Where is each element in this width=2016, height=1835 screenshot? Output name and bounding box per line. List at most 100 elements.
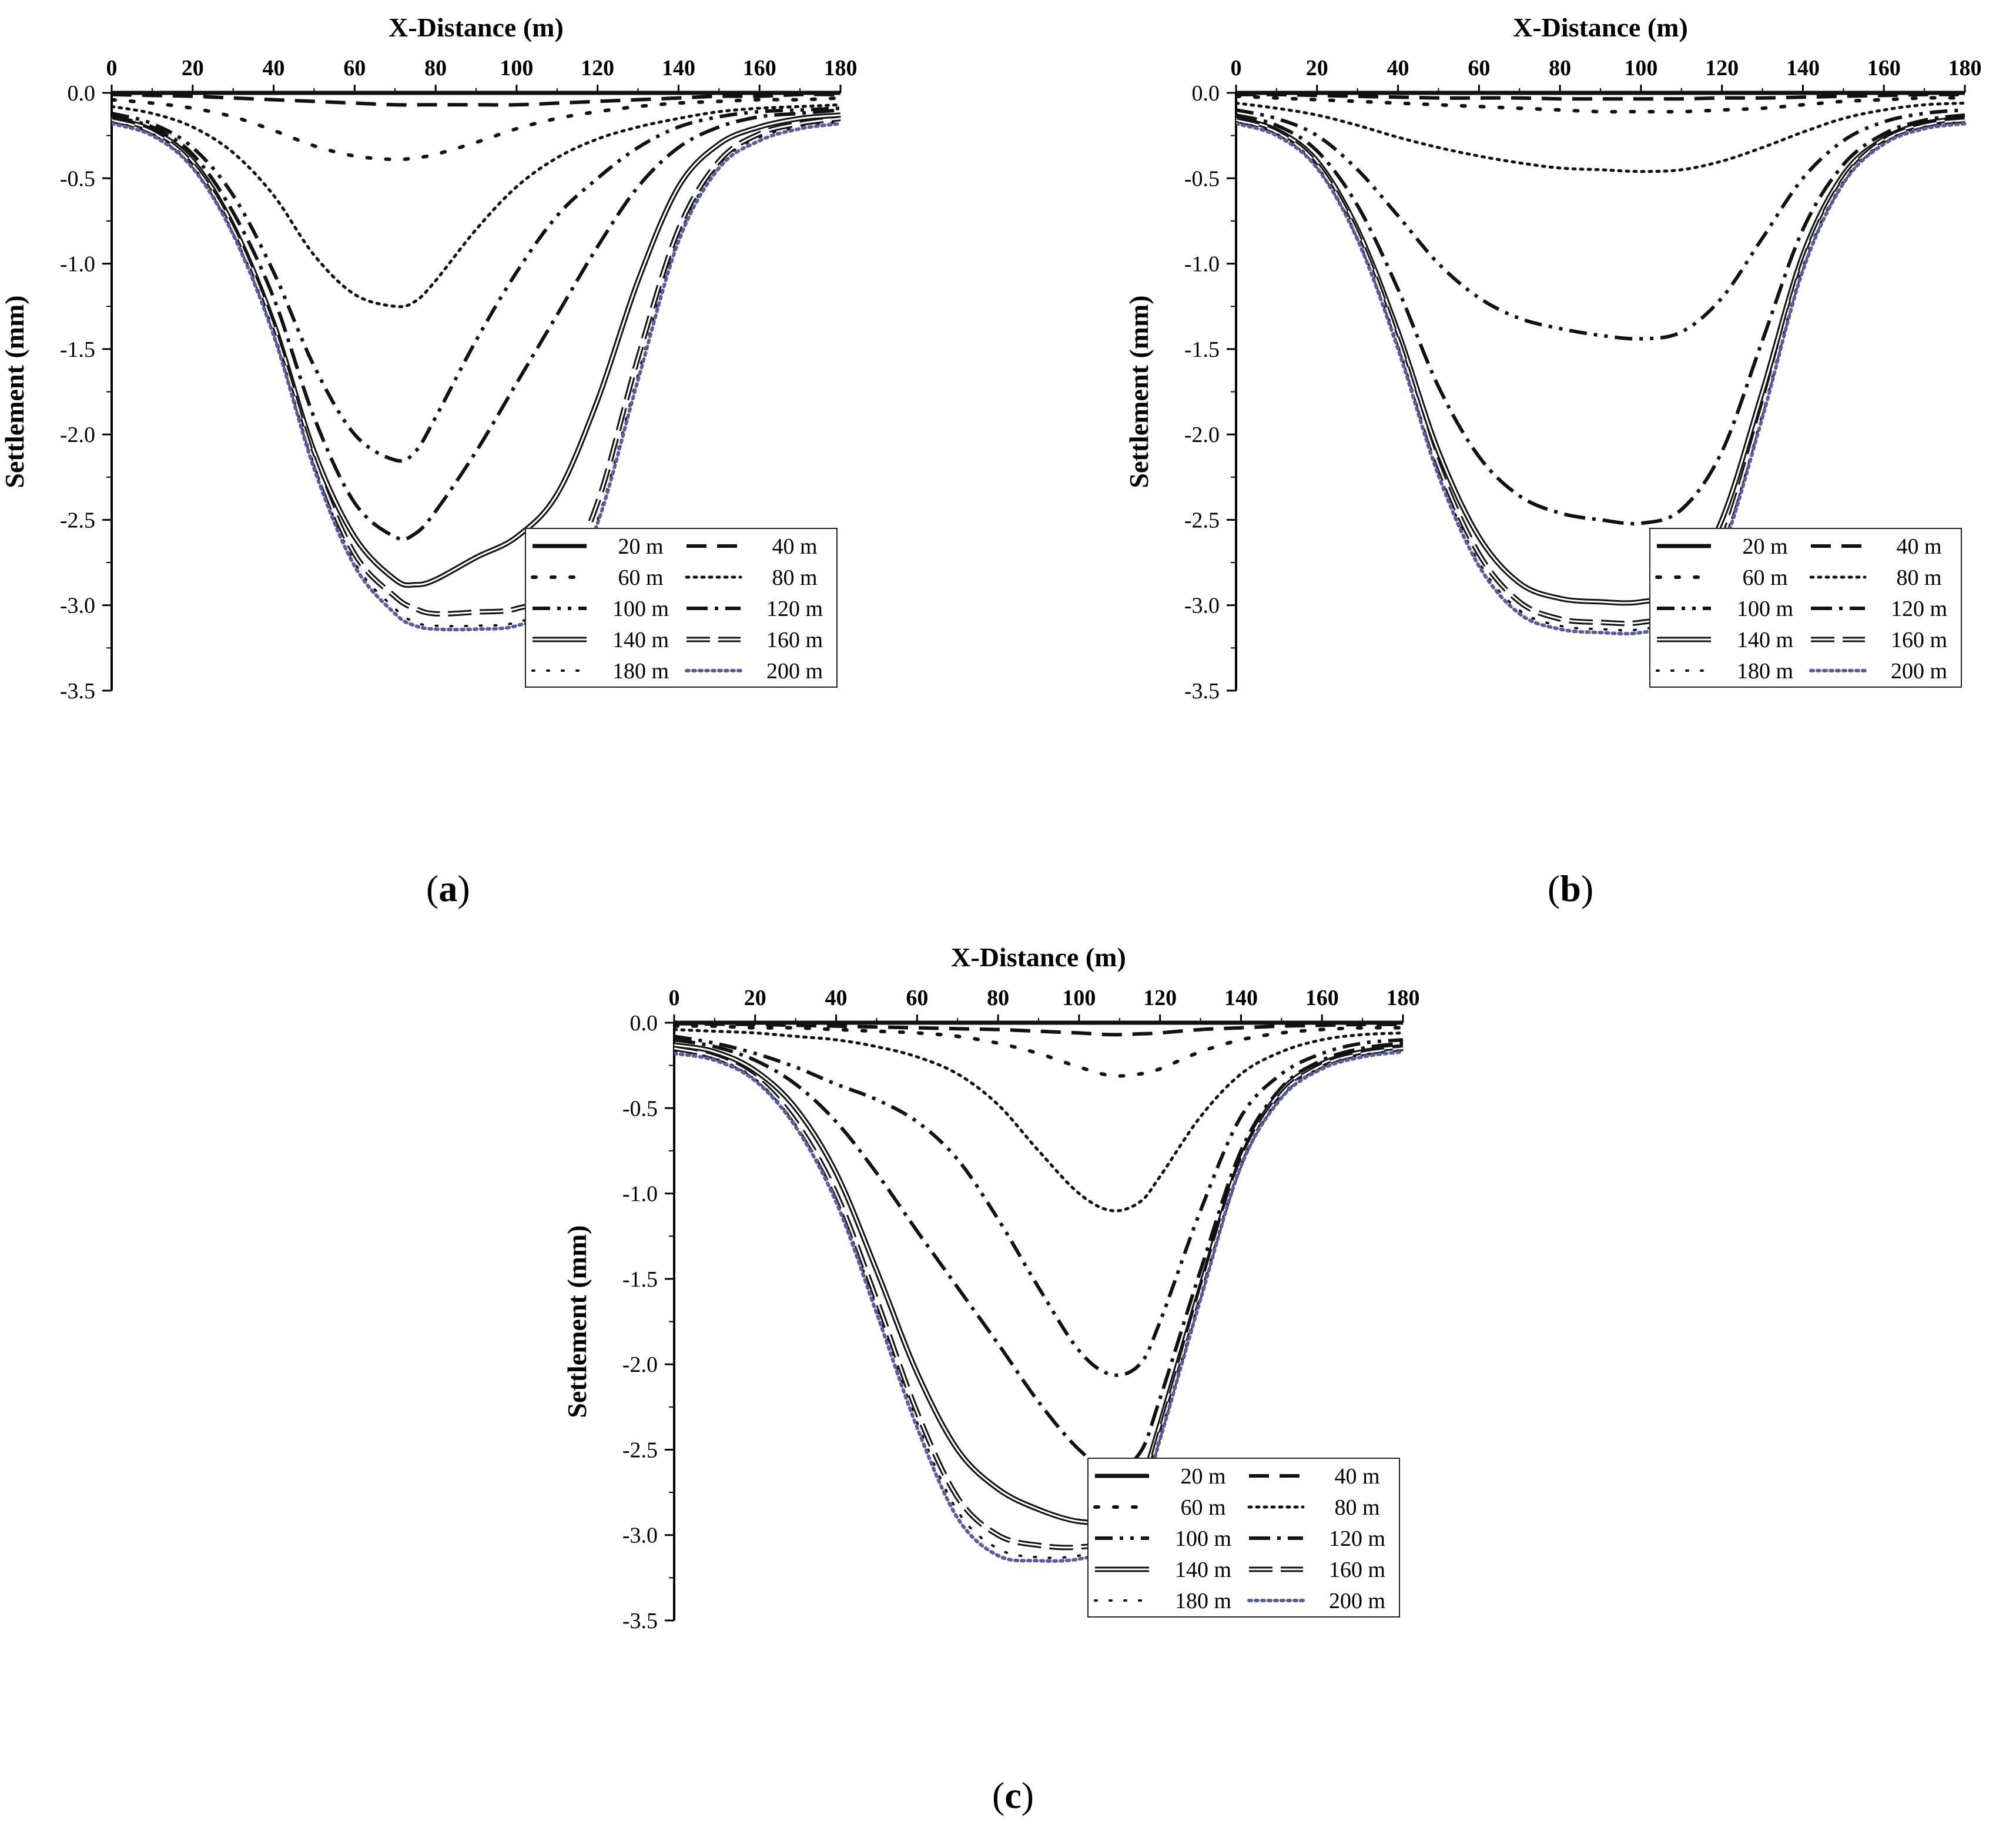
legend-label: 160 m — [1329, 1558, 1385, 1582]
legend-box — [1087, 1458, 1400, 1618]
legend-label: 40 m — [772, 534, 817, 559]
legend-label: 140 m — [612, 628, 669, 652]
y-tick-label: -3.0 — [622, 1523, 658, 1548]
legend-box — [1649, 528, 1962, 688]
x-tick-label: 180 — [1948, 56, 1982, 81]
series-line-100m — [674, 1034, 1404, 1377]
series-line-200m — [1236, 122, 1967, 636]
y-tick-label: 0.0 — [1192, 81, 1220, 106]
legend-label: 80 m — [772, 565, 817, 590]
y-tick-label: -1.5 — [622, 1267, 658, 1292]
x-tick-label: 80 — [424, 56, 447, 81]
legend-label: 180 m — [612, 659, 669, 684]
series-line-40m — [1236, 92, 1965, 101]
series-lines — [674, 1020, 1405, 1563]
legend-label: 20 m — [618, 534, 663, 559]
y-tick-label: -3.5 — [1184, 679, 1220, 704]
series-line-40m — [112, 92, 841, 107]
x-tick-label: 140 — [662, 56, 695, 81]
series-line-100m — [1236, 108, 1965, 341]
legend-label: 60 m — [1180, 1495, 1225, 1520]
x-tick-label: 0 — [669, 986, 680, 1010]
legend-label: 140 m — [1737, 628, 1793, 652]
series-line-60m — [674, 1024, 1405, 1078]
y-tick-label: -3.5 — [60, 679, 95, 704]
x-tick-label: 100 — [1624, 56, 1657, 81]
series-line-200m — [112, 122, 842, 632]
x-tick-label: 20 — [744, 986, 766, 1010]
y-tick-label: 0.0 — [68, 81, 96, 106]
series-line-80m — [674, 1028, 1405, 1213]
y-tick-label: -2.5 — [622, 1438, 658, 1462]
y-axis-title: Settlement (mm) — [562, 1225, 592, 1418]
legend-label: 100 m — [1737, 597, 1793, 621]
y-tick-label: -3.0 — [60, 594, 95, 618]
series-line-60m — [1236, 94, 1967, 114]
x-tick-label: 40 — [263, 56, 285, 81]
x-tick-label: 40 — [1387, 56, 1409, 81]
y-tick-label: -0.5 — [622, 1096, 658, 1121]
x-tick-label: 160 — [1305, 986, 1339, 1010]
chart-panel-c: X-Distance (m) Settlement (mm) 0 20 40 60 80 10… — [562, 942, 1420, 1633]
panel-label-c: (c) — [992, 1774, 1034, 1816]
x-tick-label: 140 — [1224, 986, 1258, 1010]
series-line-120m — [112, 108, 841, 541]
legend-label: 20 m — [1180, 1464, 1225, 1489]
x-tick-label: 180 — [824, 56, 858, 81]
chart-panel-b: X-Distance (m) Settlement (mm) 0 20 40 60 80 10… — [1124, 12, 1982, 704]
legend-label: 40 m — [1334, 1464, 1379, 1489]
x-axis-title: X-Distance (m) — [951, 942, 1126, 972]
legend-label: 100 m — [1175, 1526, 1231, 1551]
x-tick-label: 180 — [1387, 986, 1420, 1010]
x-tick-label: 120 — [1705, 56, 1739, 81]
y-tick-label: -2.0 — [622, 1352, 658, 1377]
y-axis-title: Settlement (mm) — [0, 295, 29, 488]
series-line-140m — [674, 1044, 1404, 1524]
legend-label: 40 m — [1896, 534, 1941, 559]
series-line-100m — [112, 106, 841, 463]
series-line-140m — [112, 114, 841, 587]
series-line-140m — [674, 1042, 1404, 1526]
legend-label: 200 m — [1329, 1589, 1385, 1613]
y-tick-label: -0.5 — [60, 166, 95, 191]
y-tick-label: -2.5 — [1184, 508, 1220, 533]
series-line-140m — [112, 112, 841, 588]
x-tick-label: 100 — [500, 56, 533, 81]
x-tick-label: 100 — [1062, 986, 1096, 1010]
x-tick-label: 80 — [987, 986, 1009, 1010]
x-axis-title: X-Distance (m) — [1513, 12, 1688, 42]
legend-label: 60 m — [1742, 565, 1787, 590]
legend-label: 60 m — [618, 565, 663, 590]
legend: 20 m 40 m 60 m 80 m 100 m 120 m 140 m 160 m 180 … — [1087, 1458, 1400, 1618]
x-tick-label: 0 — [106, 56, 118, 81]
x-tick-label: 20 — [182, 56, 204, 81]
x-tick-label: 120 — [1143, 986, 1177, 1010]
series-line-160m — [674, 1047, 1404, 1549]
x-axis-title: X-Distance (m) — [389, 12, 564, 42]
series-line-40m — [674, 1022, 1404, 1037]
series-line-80m — [1236, 101, 1967, 173]
series-line-80m — [112, 103, 842, 309]
legend-box — [525, 528, 838, 688]
panel-label-a: (a) — [426, 868, 470, 909]
legend-label: 200 m — [1891, 659, 1947, 684]
x-tick-label: 80 — [1549, 56, 1571, 81]
legend-label: 20 m — [1742, 534, 1787, 559]
legend: 20 m 40 m 60 m 80 m 100 m 120 m 140 m 160 m 180 … — [525, 528, 838, 688]
legend-label: 100 m — [612, 597, 669, 621]
x-tick-label: 120 — [581, 56, 614, 81]
x-tick-label: 40 — [825, 986, 848, 1010]
y-tick-label: -2.0 — [60, 423, 95, 447]
y-tick-label: -3.0 — [1184, 594, 1220, 618]
legend-label: 160 m — [766, 628, 823, 652]
series-line-200m — [674, 1050, 1405, 1563]
y-tick-label: -1.0 — [622, 1182, 658, 1207]
x-tick-label: 60 — [906, 986, 928, 1010]
x-tick-label: 60 — [343, 56, 366, 81]
legend: 20 m 40 m 60 m 80 m 100 m 120 m 140 m 160 m 180 … — [1649, 528, 1962, 688]
y-tick-label: -2.0 — [1184, 423, 1220, 447]
x-tick-label: 160 — [743, 56, 776, 81]
panel-label-b: (b) — [1548, 868, 1594, 909]
